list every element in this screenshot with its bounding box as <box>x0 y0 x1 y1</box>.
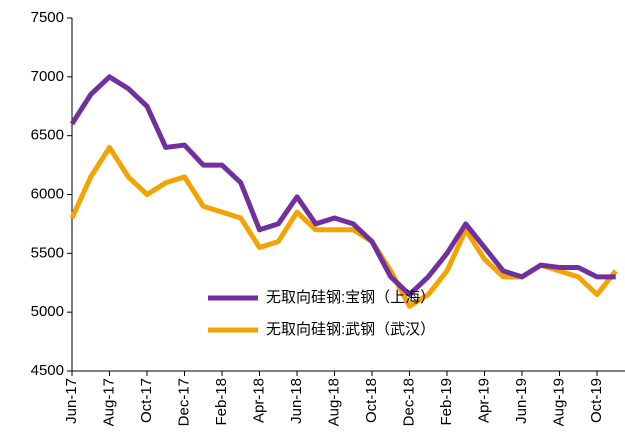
y-tick-label: 6000 <box>31 185 64 202</box>
x-tick-label: Jun-19 <box>513 378 530 424</box>
x-tick-label: Oct-19 <box>588 378 605 423</box>
x-tick-label: Oct-17 <box>138 378 155 423</box>
series-line <box>69 74 616 298</box>
x-tick-label: Dec-17 <box>175 378 192 426</box>
x-tick-label: Apr-19 <box>475 378 492 423</box>
x-tick-label: Jun-17 <box>63 378 80 424</box>
y-tick-label: 7000 <box>31 68 64 85</box>
legend-label: 无取向硅钢:武钢（武汉） <box>266 321 435 338</box>
x-tick-label: Oct-18 <box>363 378 380 423</box>
y-tick-label: 6500 <box>31 127 64 144</box>
x-tick-label: Aug-18 <box>325 378 342 426</box>
y-tick-label: 4500 <box>31 362 64 379</box>
y-tick-label: 5000 <box>31 303 64 320</box>
y-tick-label: 7500 <box>31 9 64 26</box>
series-line <box>69 144 618 309</box>
x-tick-label: Feb-19 <box>438 378 455 426</box>
x-tick-label: Aug-17 <box>100 378 117 426</box>
x-tick-label: Feb-18 <box>213 378 230 426</box>
x-tick-label: Apr-18 <box>250 378 267 423</box>
y-tick-label: 5500 <box>31 244 64 261</box>
x-tick-label: Aug-19 <box>550 378 567 426</box>
legend-label: 无取向硅钢:宝钢（上海） <box>266 289 435 306</box>
x-tick-label: Dec-18 <box>400 378 417 426</box>
x-tick-label: Jun-18 <box>288 378 305 424</box>
